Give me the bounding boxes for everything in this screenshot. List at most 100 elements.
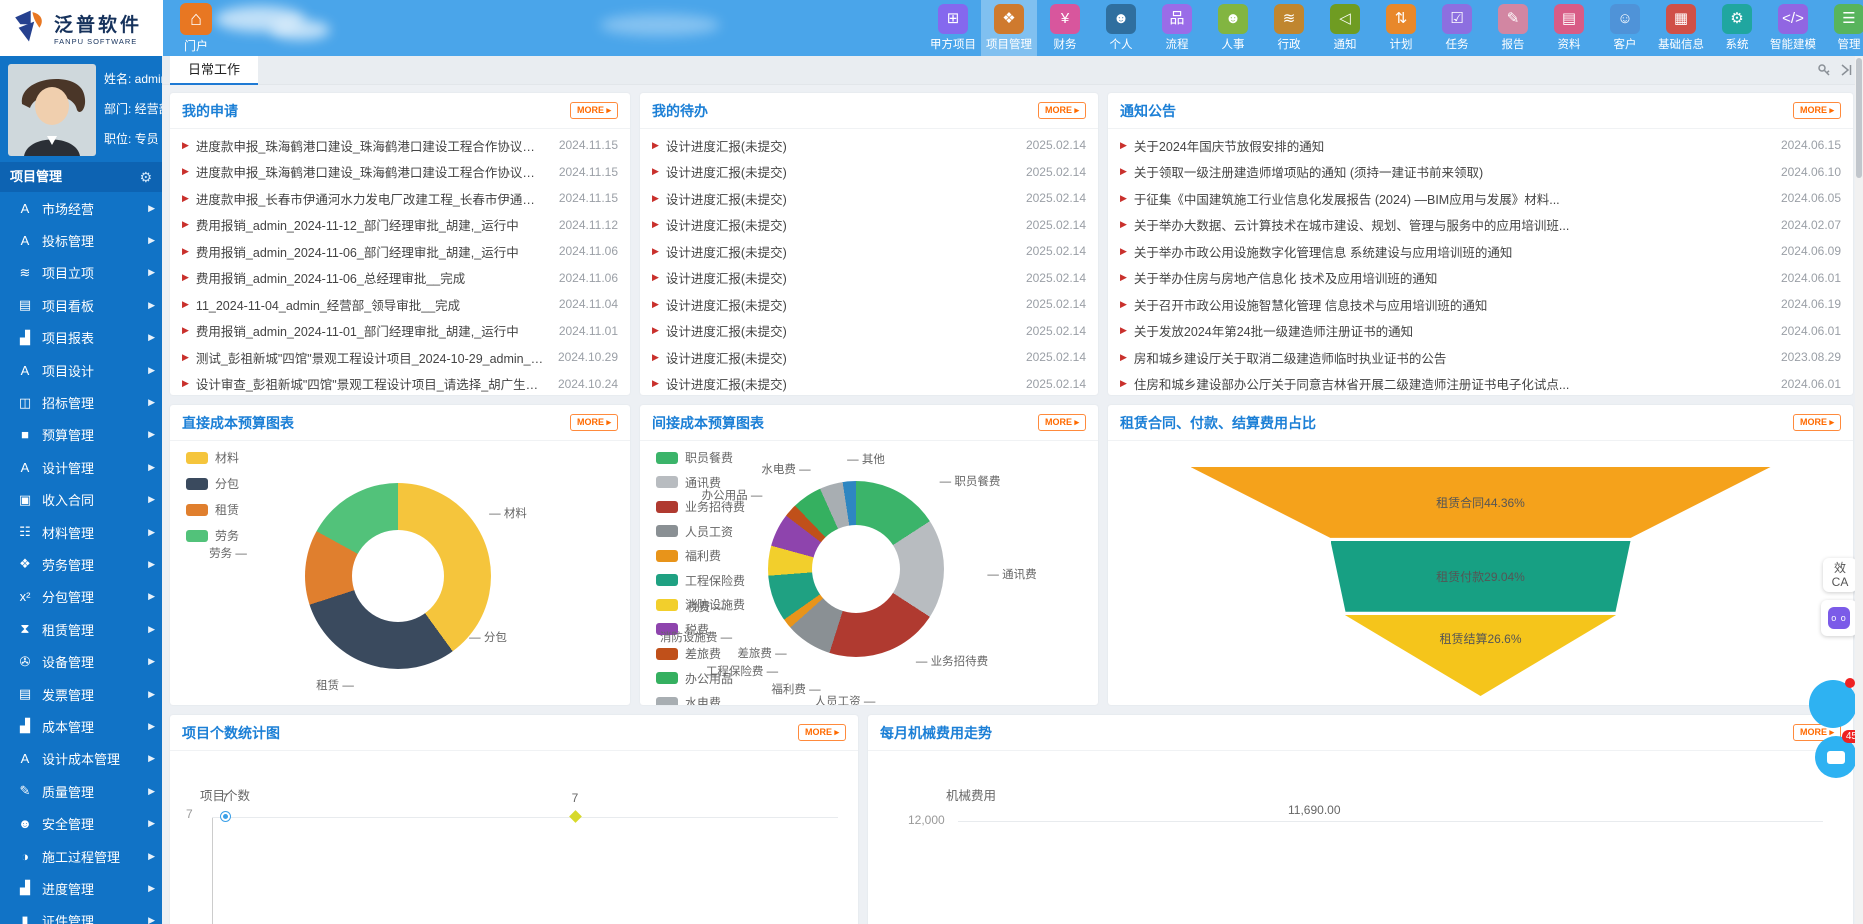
legend-item[interactable]: 税费: [656, 621, 745, 638]
sidebar-item[interactable]: A 设计成本管理 ▶: [0, 743, 162, 775]
sidebar-item[interactable]: ▣ 收入合同 ▶: [0, 484, 162, 516]
top-nav-item[interactable]: ☑ 任务: [1429, 0, 1485, 56]
list-item[interactable]: ▶ 关于举办大数据、云计算技术在城市建设、规划、管理与服务中的应用培训班... 20…: [1120, 212, 1841, 239]
more-button[interactable]: MORE ▸: [569, 102, 618, 119]
sidebar-item[interactable]: ⧗ 租赁管理 ▶: [0, 613, 162, 645]
sidebar-item[interactable]: ☻ 安全管理 ▶: [0, 807, 162, 839]
list-item[interactable]: ▶ 关于发放2024年第24批一级建造师注册证书的通知 2024.06.01: [1120, 318, 1841, 345]
sidebar-item[interactable]: ▟ 进度管理 ▶: [0, 872, 162, 904]
sidebar-item[interactable]: ◫ 招标管理 ▶: [0, 386, 162, 418]
list-item[interactable]: ▶ 费用报销_admin_2024-11-12_部门经理审批_胡建,_运行中 202…: [182, 212, 618, 239]
assistant-robot-button[interactable]: o o: [1821, 600, 1857, 636]
list-item[interactable]: ▶ 关于2024年国庆节放假安排的通知 2024.06.15: [1120, 132, 1841, 159]
list-item[interactable]: ▶ 关于领取一级注册建造师增项贴的通知 (须持一建证书前来领取) 2024.06.1…: [1120, 159, 1841, 186]
funnel-segment[interactable]: 租赁付款29.04%: [1330, 540, 1631, 612]
legend-item[interactable]: 业务招待费: [656, 498, 745, 515]
legend-item[interactable]: 办公用品: [656, 670, 745, 687]
top-nav-item[interactable]: ▤ 资料: [1541, 0, 1597, 56]
list-item[interactable]: ▶ 测试_彭祖新城"四馆"景观工程设计项目_2024-10-29_admin_结束…: [182, 344, 618, 371]
more-button[interactable]: MORE ▸: [797, 724, 846, 741]
list-item[interactable]: ▶ 11_2024-11-04_admin_经营部_领导审批__完成 2024.11…: [182, 291, 618, 318]
scrollbar-thumb[interactable]: [1856, 58, 1862, 178]
sidebar-item[interactable]: A 市场经营 ▶: [0, 192, 162, 224]
legend-item[interactable]: 差旅费: [656, 645, 745, 662]
top-nav-item[interactable]: ⚙ 系统: [1709, 0, 1765, 56]
top-nav-item[interactable]: ☻ 人事: [1205, 0, 1261, 56]
more-button[interactable]: MORE ▸: [1792, 724, 1841, 741]
sidebar-item[interactable]: ▟ 成本管理 ▶: [0, 710, 162, 742]
list-item[interactable]: ▶ 进度款申报_珠海鹤港口建设_珠海鹤港口建设工程合作协议书_admin_... 2…: [182, 159, 618, 186]
top-nav-item[interactable]: ☻ 个人: [1093, 0, 1149, 56]
sidebar-item[interactable]: ▟ 项目报表 ▶: [0, 322, 162, 354]
list-item[interactable]: ▶ 住房和城乡建设部办公厅关于同意吉林省开展二级建造师注册证书电子化试点... 20…: [1120, 371, 1841, 396]
list-item[interactable]: ▶ 费用报销_admin_2024-11-06_总经理审批__完成 2024.11.…: [182, 265, 618, 292]
top-nav-item[interactable]: ⊞ 甲方项目: [925, 0, 981, 56]
list-item[interactable]: ▶ 于征集《中国建筑施工行业信息化发展报告 (2024) —BIM应用与发展》材料…: [1120, 185, 1841, 212]
top-nav-item[interactable]: ≋ 行政: [1261, 0, 1317, 56]
sidebar-item[interactable]: ✇ 设备管理 ▶: [0, 645, 162, 677]
list-item[interactable]: ▶ 设计进度汇报(未提交) 2025.02.14: [652, 371, 1086, 396]
donut-ring[interactable]: [768, 481, 944, 657]
list-item[interactable]: ▶ 设计进度汇报(未提交) 2025.02.14: [652, 344, 1086, 371]
top-nav-item[interactable]: ▦ 基础信息: [1653, 0, 1709, 56]
list-item[interactable]: ▶ 关于举办住房与房地产信息化 技术及应用培训班的通知 2024.06.01: [1120, 265, 1841, 292]
top-nav-item[interactable]: ¥ 财务: [1037, 0, 1093, 56]
list-item[interactable]: ▶ 进度款申报_珠海鹤港口建设_珠海鹤港口建设工程合作协议书_admin_... 2…: [182, 132, 618, 159]
list-item[interactable]: ▶ 设计进度汇报(未提交) 2025.02.14: [652, 291, 1086, 318]
legend-item[interactable]: 消防设施费: [656, 596, 745, 613]
list-item[interactable]: ▶ 设计进度汇报(未提交) 2025.02.14: [652, 132, 1086, 159]
donut-ring[interactable]: [305, 483, 491, 669]
list-item[interactable]: ▶ 房和城乡建设厅关于取消二级建造师临时执业证书的公告 2023.08.29: [1120, 344, 1841, 371]
list-item[interactable]: ▶ 设计进度汇报(未提交) 2025.02.14: [652, 265, 1086, 292]
legend-item[interactable]: 人员工资: [656, 523, 745, 540]
top-nav-item[interactable]: ◁ 通知: [1317, 0, 1373, 56]
legend-item[interactable]: 工程保险费: [656, 572, 745, 589]
top-nav-item[interactable]: ❖ 项目管理: [981, 0, 1037, 56]
sidebar-item[interactable]: ▤ 发票管理 ▶: [0, 678, 162, 710]
top-nav-item[interactable]: ⇅ 计划: [1373, 0, 1429, 56]
more-button[interactable]: MORE ▸: [569, 414, 618, 431]
more-button[interactable]: MORE ▸: [1792, 102, 1841, 119]
more-button[interactable]: MORE ▸: [1037, 414, 1086, 431]
settings-gear-icon[interactable]: ⚙: [139, 169, 152, 185]
list-item[interactable]: ▶ 费用报销_admin_2024-11-01_部门经理审批_胡建,_运行中 202…: [182, 318, 618, 345]
top-nav-item[interactable]: ☺ 客户: [1597, 0, 1653, 56]
sidebar-item[interactable]: ☷ 材料管理 ▶: [0, 516, 162, 548]
more-button[interactable]: MORE ▸: [1792, 414, 1841, 431]
sidebar-item[interactable]: ◑ 施工过程管理 ▶: [0, 840, 162, 872]
list-item[interactable]: ▶ 设计进度汇报(未提交) 2025.02.14: [652, 185, 1086, 212]
legend-item[interactable]: 租赁: [186, 501, 239, 518]
sidebar-item[interactable]: A 投标管理 ▶: [0, 224, 162, 256]
sidebar-item[interactable]: ▤ 项目看板 ▶: [0, 289, 162, 321]
funnel-segment[interactable]: 租赁合同44.36%: [1190, 467, 1771, 538]
legend-item[interactable]: 职员餐费: [656, 449, 745, 466]
list-item[interactable]: ▶ 设计进度汇报(未提交) 2025.02.14: [652, 212, 1086, 239]
nav-item-portal[interactable]: ⌂ 门户: [170, 3, 222, 54]
legend-item[interactable]: 福利费: [656, 547, 745, 564]
legend-item[interactable]: 通讯费: [656, 474, 745, 491]
legend-item[interactable]: 劳务: [186, 527, 239, 544]
list-item[interactable]: ▶ 关于召开市政公用设施智慧化管理 信息技术与应用培训班的通知 2024.06.19: [1120, 291, 1841, 318]
sidebar-item[interactable]: A 设计管理 ▶: [0, 451, 162, 483]
list-item[interactable]: ▶ 设计进度汇报(未提交) 2025.02.14: [652, 238, 1086, 265]
list-item[interactable]: ▶ 进度款申报_长春市伊通河水力发电厂改建工程_长春市伊通河水力发电... 2024…: [182, 185, 618, 212]
top-nav-item[interactable]: 品流程: [1149, 0, 1205, 56]
list-item[interactable]: ▶ 设计审查_彭祖新城"四馆"景观工程设计项目_请选择_胡广生_2024-10-2…: [182, 371, 618, 396]
list-item[interactable]: ▶ 关于举办市政公用设施数字化管理信息 系统建设与应用培训班的通知 2024.06.…: [1120, 238, 1841, 265]
sidebar-item[interactable]: A 项目设计 ▶: [0, 354, 162, 386]
top-nav-item[interactable]: ☰ 管理: [1821, 0, 1863, 56]
legend-item[interactable]: 分包: [186, 475, 239, 492]
legend-item[interactable]: 水电费: [656, 694, 745, 705]
key-icon[interactable]: [1817, 63, 1831, 82]
list-item[interactable]: ▶ 设计进度汇报(未提交) 2025.02.14: [652, 318, 1086, 345]
sidebar-item[interactable]: x² 分包管理 ▶: [0, 581, 162, 613]
service-bubble-button[interactable]: [1809, 678, 1857, 728]
sidebar-item[interactable]: ❖ 劳务管理 ▶: [0, 548, 162, 580]
ca-widget-button[interactable]: 效 CA: [1823, 558, 1857, 592]
sidebar-item[interactable]: ▮ 证件管理 ▶: [0, 905, 162, 924]
legend-item[interactable]: 材料: [186, 449, 239, 466]
list-item[interactable]: ▶ 设计进度汇报(未提交) 2025.02.14: [652, 159, 1086, 186]
list-item[interactable]: ▶ 费用报销_admin_2024-11-06_部门经理审批_胡建,_运行中 202…: [182, 238, 618, 265]
tab-daily-work[interactable]: 日常工作: [170, 56, 258, 85]
expand-panel-icon[interactable]: [1839, 63, 1853, 82]
